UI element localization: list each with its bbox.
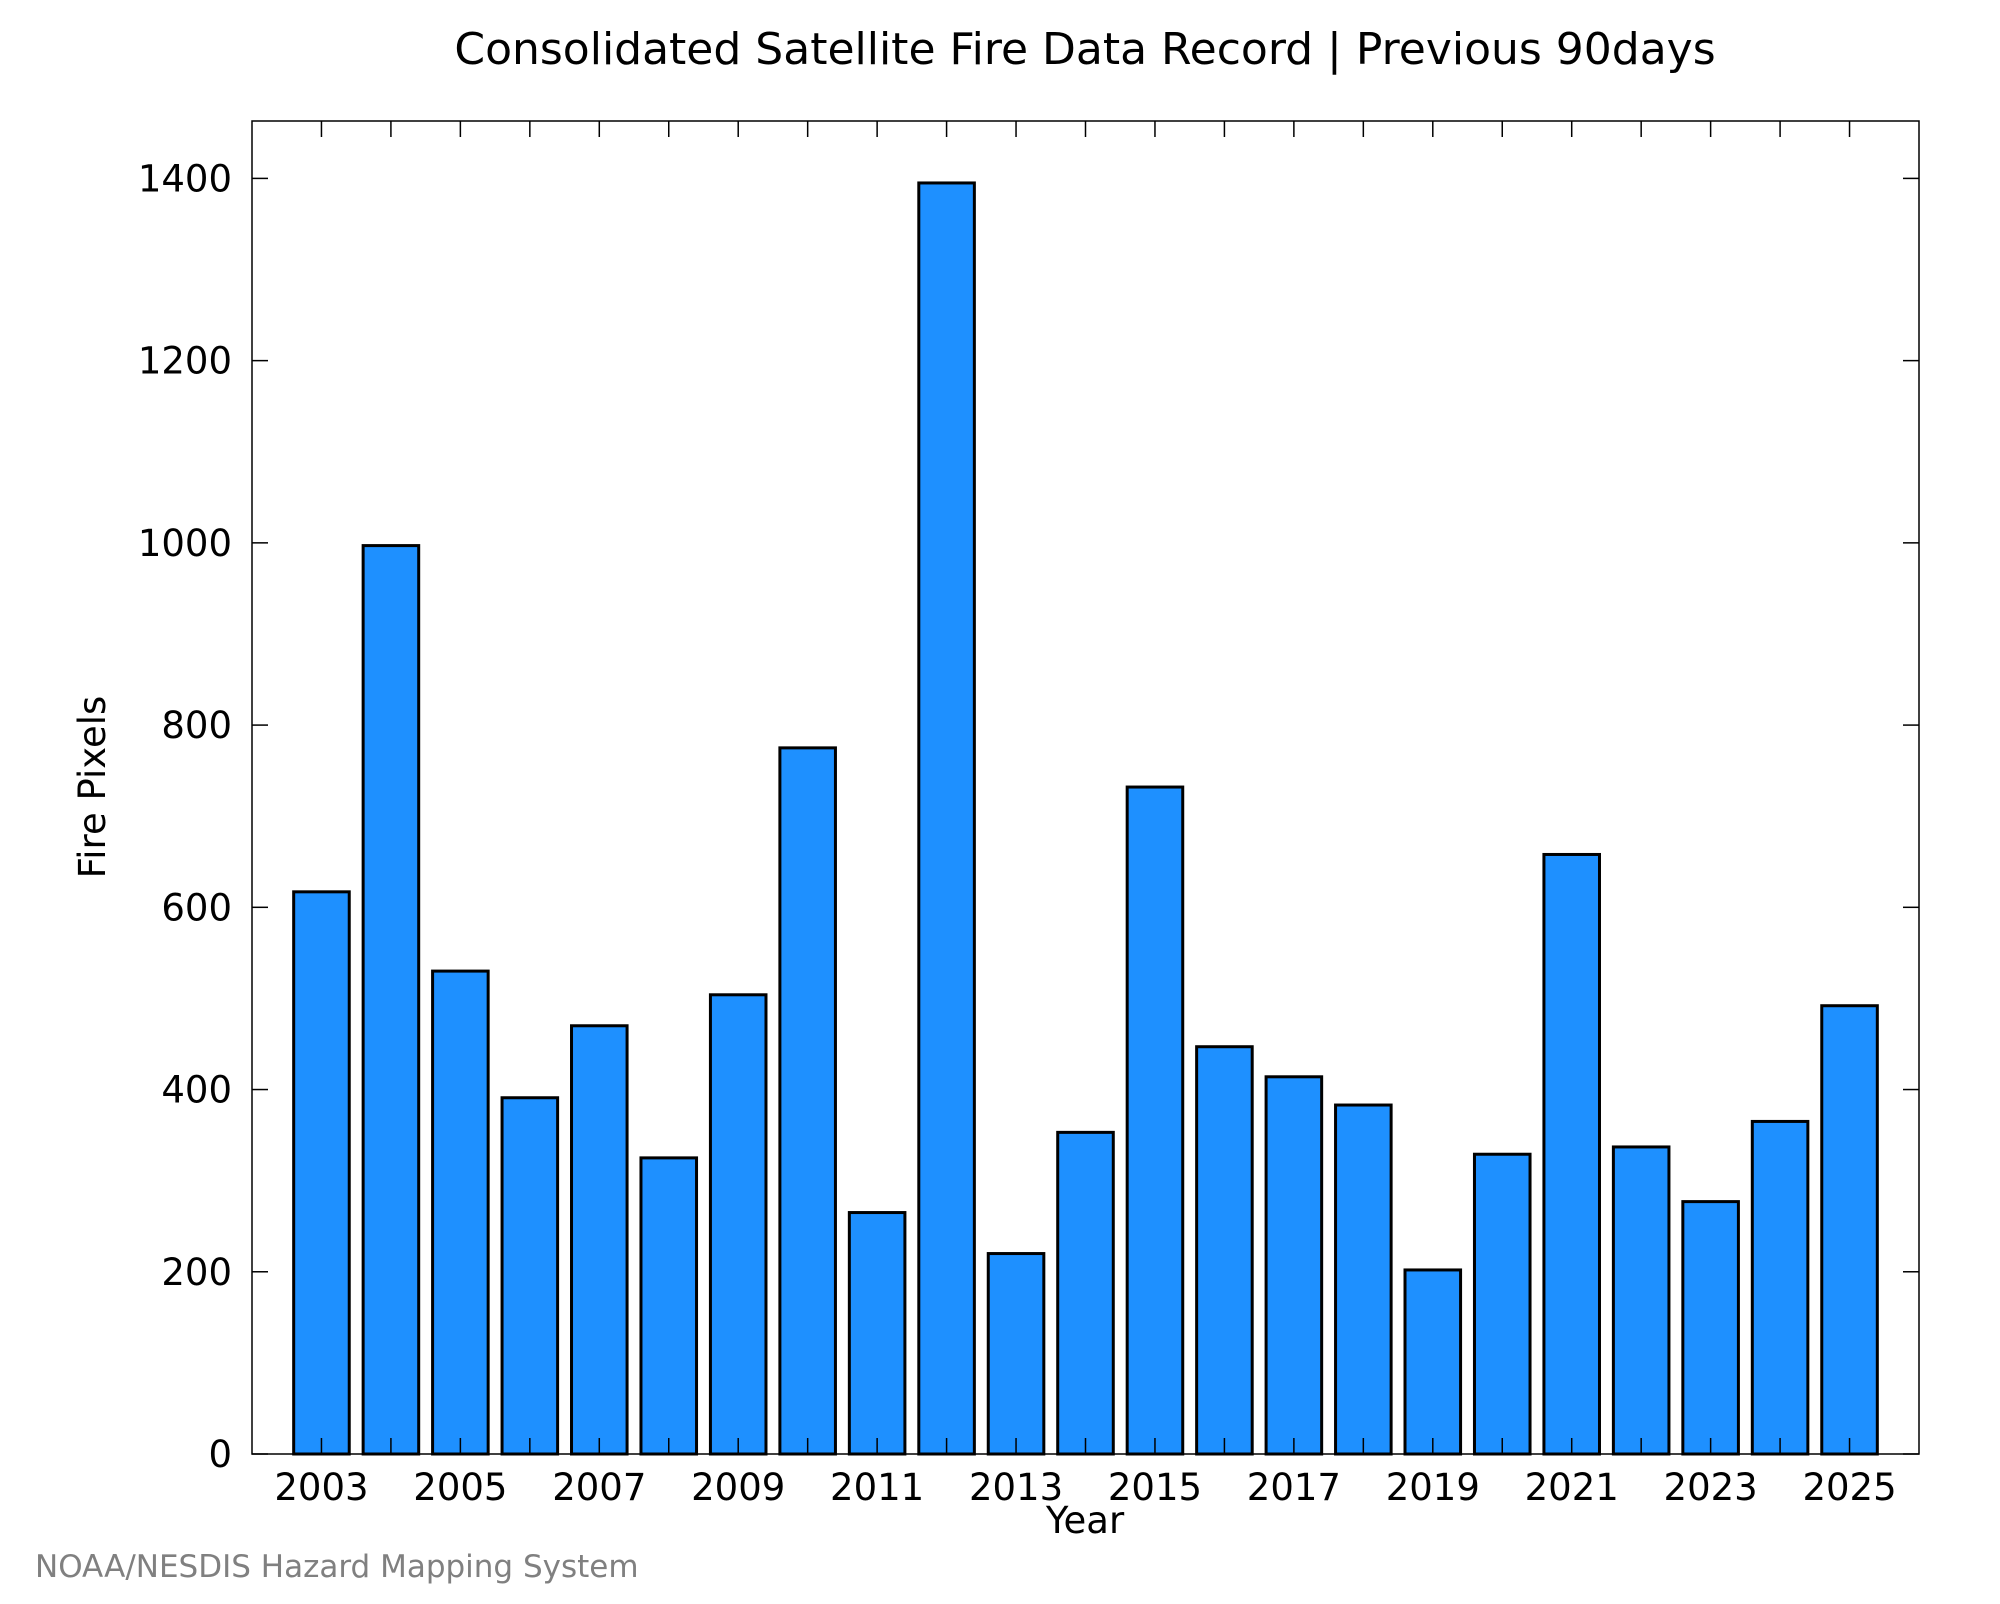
bar-2010 bbox=[778, 746, 837, 1456]
bar-2025 bbox=[1820, 1004, 1879, 1456]
y-tick-label: 1000 bbox=[138, 522, 232, 565]
bar-2013 bbox=[986, 1252, 1046, 1456]
bar-2016 bbox=[1195, 1045, 1254, 1456]
x-tick-label: 2003 bbox=[274, 1466, 368, 1509]
bar-2022 bbox=[1611, 1145, 1671, 1456]
y-tick-label: 400 bbox=[161, 1069, 232, 1112]
y-axis-label: Fire Pixels bbox=[71, 696, 114, 879]
chart-title: Consolidated Satellite Fire Data Record … bbox=[454, 24, 1715, 75]
bar-2017 bbox=[1264, 1075, 1324, 1456]
y-tick-label: 1200 bbox=[138, 340, 232, 383]
bar-2018 bbox=[1334, 1103, 1393, 1456]
y-tick-label: 800 bbox=[161, 704, 232, 747]
bar-2020 bbox=[1472, 1152, 1532, 1456]
bar-2012 bbox=[917, 181, 976, 1456]
x-tick-label: 2023 bbox=[1664, 1466, 1758, 1509]
bar-2003 bbox=[292, 890, 351, 1456]
plot-frame bbox=[251, 120, 1920, 1455]
y-tick-label: 0 bbox=[208, 1433, 232, 1476]
credit-text: NOAA/NESDIS Hazard Mapping System bbox=[35, 1549, 639, 1585]
x-tick-label: 2007 bbox=[552, 1466, 646, 1509]
ticks-layer bbox=[252, 121, 1919, 1455]
y-axis-tick-labels: 0 200 400 600 800 1000 1200 1400 bbox=[138, 157, 232, 1476]
bar-2023 bbox=[1681, 1200, 1740, 1456]
bar-2007 bbox=[570, 1024, 629, 1456]
bar-2014 bbox=[1056, 1130, 1115, 1456]
bar-2008 bbox=[639, 1156, 699, 1456]
bar-2019 bbox=[1403, 1268, 1463, 1456]
bar-2015 bbox=[1125, 785, 1185, 1456]
x-tick-label: 2015 bbox=[1108, 1466, 1202, 1509]
y-tick-label: 600 bbox=[161, 886, 232, 929]
x-tick-label: 2021 bbox=[1525, 1466, 1619, 1509]
x-tick-label: 2013 bbox=[969, 1466, 1063, 1509]
x-tick-label: 2019 bbox=[1386, 1466, 1480, 1509]
bar-2021 bbox=[1542, 852, 1601, 1456]
x-tick-label: 2011 bbox=[830, 1466, 924, 1509]
x-tick-label: 2025 bbox=[1802, 1466, 1896, 1509]
x-tick-label: 2005 bbox=[413, 1466, 507, 1509]
bar-2024 bbox=[1750, 1119, 1810, 1456]
bars-layer bbox=[292, 181, 1879, 1456]
bar-2009 bbox=[708, 993, 768, 1456]
bar-2004 bbox=[361, 544, 421, 1456]
x-axis-label: Year bbox=[1045, 1499, 1125, 1542]
bar-2011 bbox=[847, 1211, 907, 1456]
bar-2006 bbox=[500, 1096, 560, 1456]
x-tick-label: 2009 bbox=[691, 1466, 785, 1509]
y-tick-label: 1400 bbox=[138, 157, 232, 200]
bar-2005 bbox=[431, 969, 490, 1456]
x-tick-label: 2017 bbox=[1247, 1466, 1341, 1509]
y-tick-label: 200 bbox=[161, 1251, 232, 1294]
x-axis-tick-labels: 2003 2005 2007 2009 2011 2013 2015 2017 2019 2021… bbox=[274, 1466, 1896, 1509]
